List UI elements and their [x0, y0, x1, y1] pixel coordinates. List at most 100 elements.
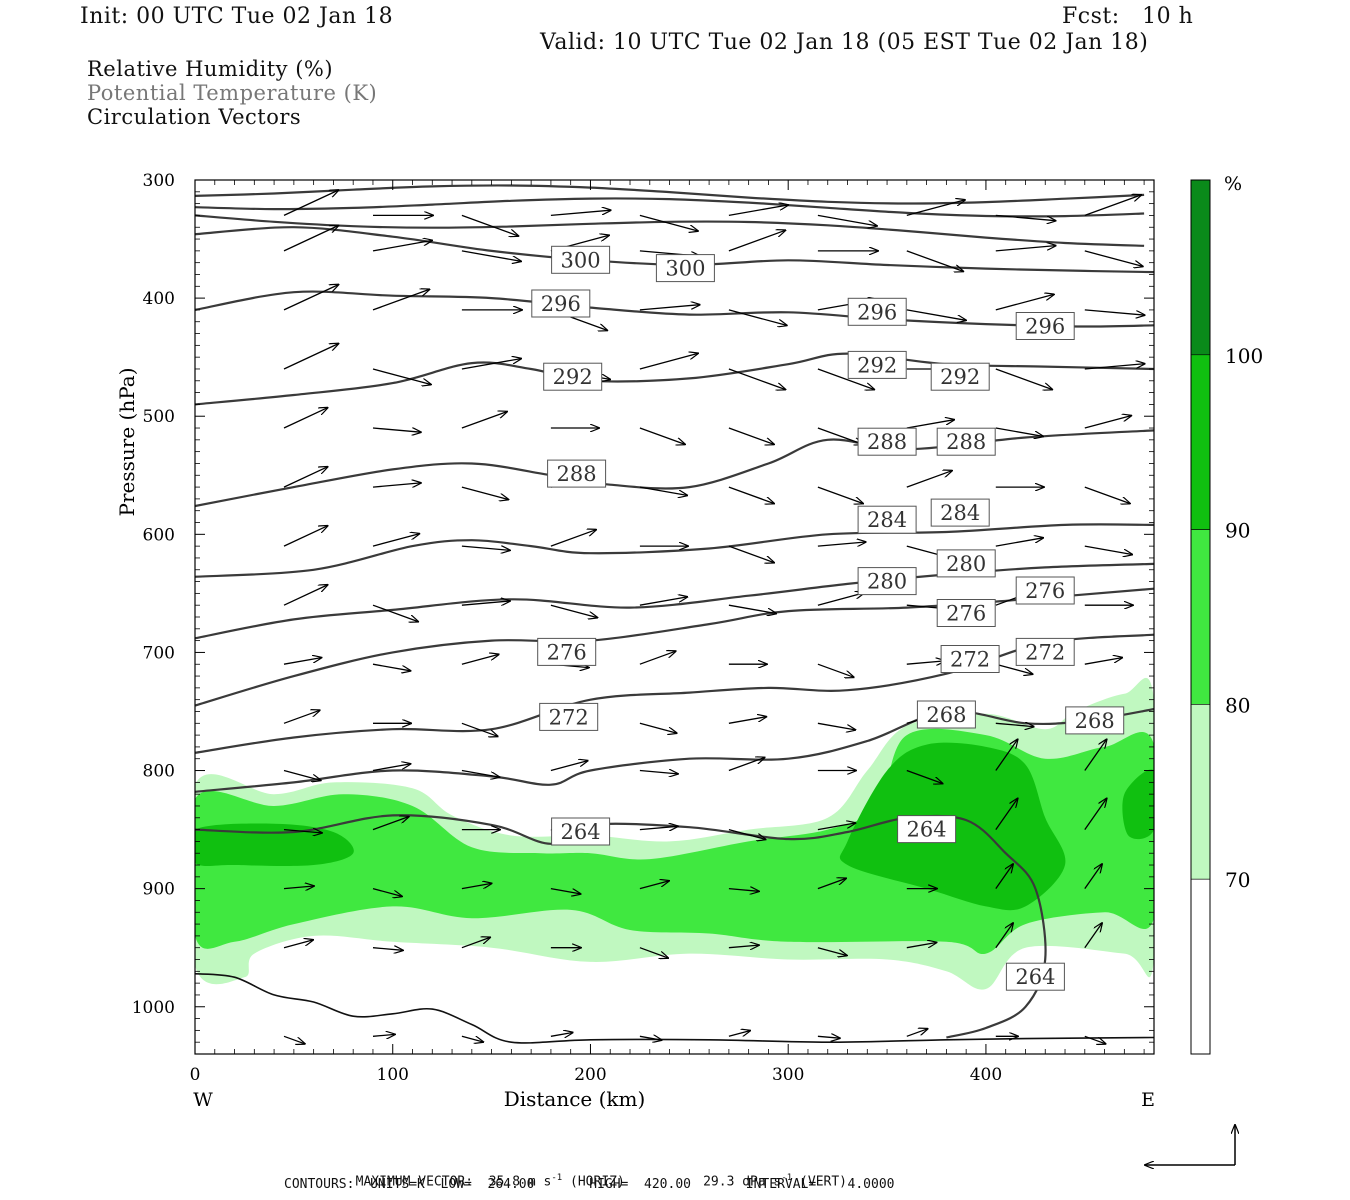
x-tick-label: 100 [377, 1065, 409, 1085]
circulation-vector [283, 585, 328, 606]
circulation-vector [1084, 486, 1130, 503]
contour-label: 268 [1075, 709, 1115, 733]
circulation-vector [906, 661, 945, 664]
circulation-vector [995, 214, 1056, 220]
contour-label-box [930, 498, 990, 527]
surface-line [195, 972, 1154, 1044]
y-tick-label: 600 [143, 525, 175, 545]
contour-label-box [857, 567, 917, 596]
contour-label-box [543, 362, 603, 391]
circulation-vector [372, 427, 421, 432]
contour-label-box [940, 645, 1000, 673]
contour-label: 264 [561, 820, 601, 844]
contour-label: 300 [561, 248, 601, 272]
circulation-vector [817, 542, 866, 546]
contour-label: 276 [1025, 579, 1065, 603]
circulation-vector [728, 717, 766, 724]
contour-label: 288 [557, 462, 597, 486]
isentropes [195, 184, 1154, 1044]
circulation-vector [1084, 799, 1107, 830]
circulation-vector [639, 486, 687, 495]
circulation-vector [639, 771, 678, 774]
circulation-vector [817, 368, 874, 390]
circulation-vector [550, 761, 588, 772]
contour-label-box [936, 427, 996, 456]
circulation-vector [283, 940, 313, 949]
circulation-vector [639, 722, 677, 733]
isentrope-292 [195, 352, 1154, 406]
circulation-vector [283, 526, 328, 547]
circulation-vector [728, 758, 765, 772]
contour-label-box [857, 505, 917, 534]
circulation-vector [372, 764, 410, 772]
circulation-vector [372, 604, 418, 621]
circulation-vector [906, 420, 954, 429]
circulation-vector [639, 881, 669, 890]
circulation-vector [283, 226, 338, 252]
colorbar-level-label: 70 [1225, 868, 1250, 892]
x-end-label-east: E [1141, 1089, 1155, 1111]
circulation-vector [817, 593, 864, 606]
circulation-vector [461, 654, 499, 665]
circulation-vector [461, 937, 490, 949]
contour-label-box [537, 637, 597, 666]
circulation-vector [283, 285, 338, 311]
legend-vectors: Circulation Vectors [87, 105, 302, 129]
circulation-vector [817, 947, 847, 956]
circulation-vector [817, 214, 877, 226]
contour-label: 268 [926, 703, 966, 727]
circulation-vector [461, 545, 510, 550]
circulation-vector [1084, 250, 1143, 267]
circulation-vector [1084, 545, 1132, 554]
contour-label-box [551, 817, 611, 846]
circulation-vector [372, 817, 409, 831]
isentrope-280 [195, 562, 1154, 640]
contour-label-box [916, 700, 976, 729]
contour-label: 292 [940, 365, 980, 389]
contour-label: 296 [541, 292, 581, 316]
circulation-vector [461, 1035, 483, 1042]
contour-label: 296 [1025, 315, 1065, 339]
circulation-vector [728, 486, 774, 503]
isentrope-264 [195, 814, 1047, 1039]
footer-max-vector: MAXIMUM VECTOR: 35.8 m s-1 (HORIZ) 29.3 … [355, 1173, 848, 1190]
circulation-vector [372, 534, 419, 547]
circulation-vector [906, 943, 937, 949]
colorbar-frame [1190, 179, 1211, 1055]
circulation-vector [372, 887, 402, 897]
circulation-vector [1084, 923, 1102, 949]
y-tick-label: 300 [143, 171, 175, 191]
contour-label-box [1005, 962, 1065, 991]
contour-label: 284 [867, 508, 907, 532]
circulation-vector [372, 948, 403, 951]
circulation-vector [283, 830, 322, 833]
circulation-vectors [283, 190, 1145, 1044]
isentrope-296 [195, 290, 1154, 328]
isentrope-276 [195, 587, 1154, 707]
y-axis-label: Pressure (hPa) [115, 368, 139, 517]
circulation-vector [461, 883, 492, 890]
contour-label: 272 [1025, 640, 1065, 664]
circulation-vector [283, 1035, 305, 1044]
circulation-vector [461, 486, 508, 499]
x-tick-label: 0 [190, 1065, 201, 1085]
circulation-vector [728, 545, 774, 563]
circulation-vector [995, 923, 1013, 949]
circulation-vector [995, 723, 1034, 726]
colorbar: % 100 90 80 70 [1190, 173, 1263, 1055]
y-tick-label: 1000 [132, 998, 175, 1018]
circulation-vector [728, 205, 788, 217]
circulation-vector [639, 947, 668, 958]
circulation-vector [639, 651, 676, 665]
circulation-vector [728, 604, 776, 613]
contour-label: 292 [553, 365, 593, 389]
circulation-vector [283, 658, 321, 665]
contour-label-box [847, 350, 907, 379]
contour-label-box [539, 702, 599, 731]
isentrope-288 [195, 429, 1154, 508]
circulation-vector [906, 769, 943, 784]
circulation-vector [906, 200, 965, 217]
isentrope-284 [195, 523, 1154, 578]
colorbar-level-label: 80 [1225, 693, 1250, 717]
